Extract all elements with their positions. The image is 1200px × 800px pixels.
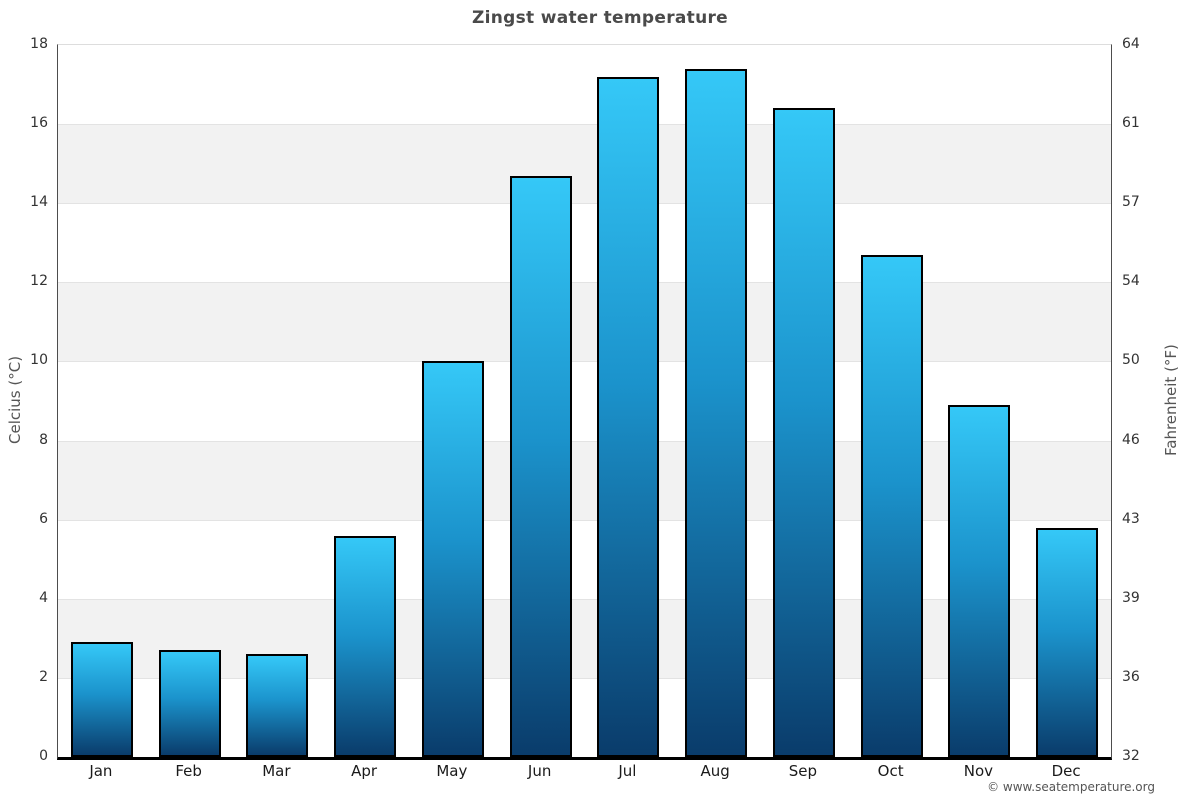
celsius-tick-14: 14 [30,194,48,211]
celsius-tick-18: 18 [30,36,48,52]
bar-jan [70,642,133,757]
bar-sep [772,108,835,757]
gridline [58,440,1111,442]
bar-oct [860,254,923,757]
bar-apr [334,535,397,757]
copyright-text: © www.seatemperature.org [987,780,1155,794]
celsius-tick-12: 12 [30,273,48,290]
celsius-tick-10: 10 [30,352,48,369]
x-tick-may: May [436,762,468,780]
plot-area [57,44,1112,760]
bar-nov [948,404,1011,757]
y-axis-title-fahrenheit: Fahrenheit (°F) [1162,344,1180,456]
fahrenheit-tick-57: 57 [1122,194,1140,211]
x-tick-jan: Jan [89,762,113,780]
gridline [58,282,1111,284]
background-band [58,440,1111,520]
x-tick-mar: Mar [262,762,291,780]
gridline [58,598,1111,600]
x-tick-dec: Dec [1051,762,1081,780]
fahrenheit-tick-46: 46 [1122,431,1140,448]
x-tick-apr: Apr [351,762,378,780]
gridline [58,124,1111,126]
fahrenheit-tick-43: 43 [1122,510,1140,527]
fahrenheit-tick-39: 39 [1122,589,1140,606]
bar-jul [597,76,660,757]
x-tick-oct: Oct [877,762,904,780]
fahrenheit-tick-64: 64 [1122,36,1140,52]
x-tick-feb: Feb [175,762,202,780]
background-band [58,124,1111,204]
celsius-tick-6: 6 [39,510,48,527]
bar-aug [685,68,748,757]
celsius-tick-8: 8 [39,431,48,448]
celsius-tick-0: 0 [39,748,48,764]
gridline [58,677,1111,679]
y-axis-title-celsius: Celcius (°C) [6,355,24,445]
bar-mar [246,654,309,757]
background-band [58,282,1111,362]
bar-jun [509,175,572,757]
chart-title: Zingst water temperature [472,8,728,28]
bar-dec [1036,527,1099,757]
gridline [58,203,1111,205]
bar-may [421,361,484,757]
celsius-tick-2: 2 [39,668,48,685]
x-tick-sep: Sep [788,762,818,780]
fahrenheit-tick-36: 36 [1122,668,1140,685]
fahrenheit-tick-54: 54 [1122,273,1140,290]
celsius-tick-16: 16 [30,115,48,132]
bar-feb [158,650,221,757]
x-tick-jun: Jun [527,762,552,780]
x-tick-aug: Aug [700,762,730,780]
gridline [58,519,1111,521]
background-band [58,598,1111,678]
celsius-tick-4: 4 [39,589,48,606]
x-tick-jul: Jul [618,762,637,780]
fahrenheit-tick-32: 32 [1122,748,1140,764]
x-tick-nov: Nov [963,762,994,780]
gridline [58,361,1111,363]
fahrenheit-tick-50: 50 [1122,352,1140,369]
fahrenheit-tick-61: 61 [1122,115,1140,132]
